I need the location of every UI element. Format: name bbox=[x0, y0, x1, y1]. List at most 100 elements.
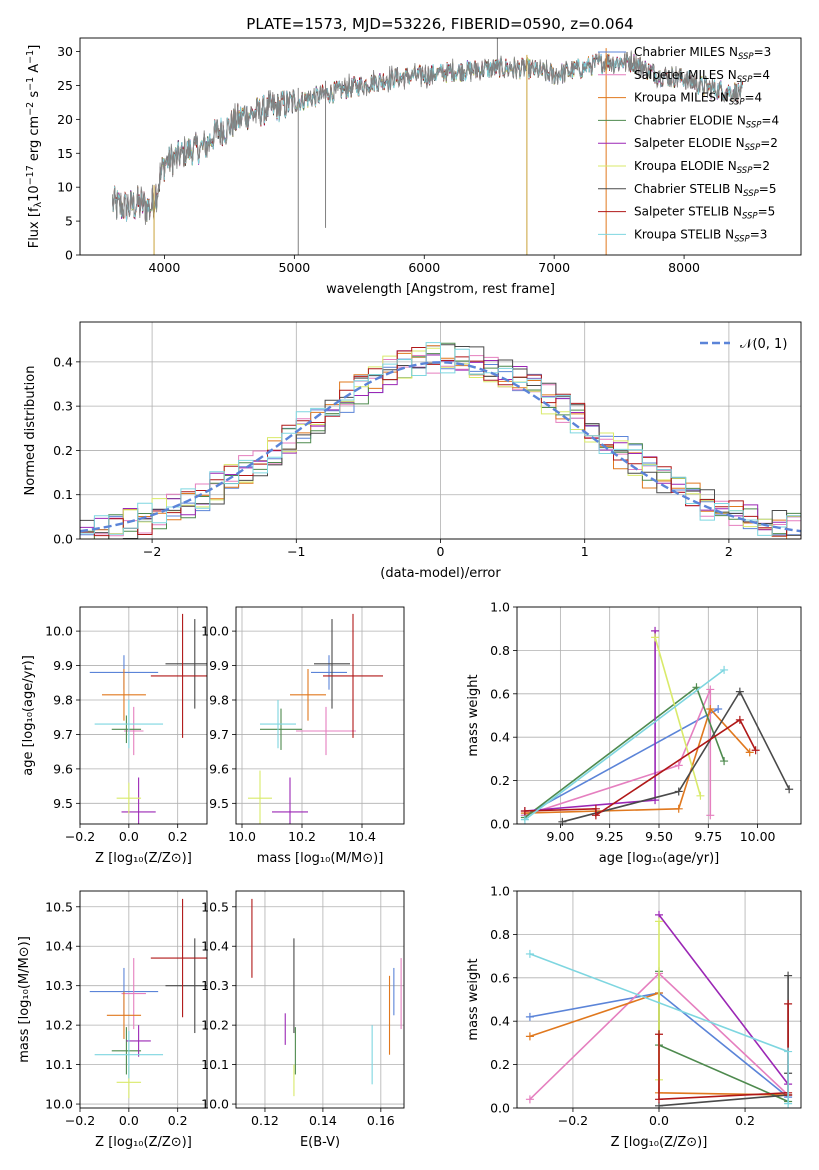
axes-frame bbox=[79, 321, 802, 540]
x-tick-label: 9.00 bbox=[546, 829, 574, 844]
weight-marker bbox=[520, 806, 529, 815]
x-tick-label: 2 bbox=[725, 544, 733, 559]
legend-n-value: 2 bbox=[762, 159, 770, 173]
axes-residuals: −2 −1 0 1 2 0.0 0.1 0.2 0.3 0.4 (data-model)/error… bbox=[23, 322, 802, 581]
legend-n-value: 4 bbox=[771, 113, 779, 127]
axes-weight-vs-z: −0.2 0.0 0.2 0.0 0.2 0.4 0.6 0.8 1.0 Z [log₁₀(Z/Z… bbox=[466, 884, 801, 1150]
errorbar-point bbox=[101, 669, 146, 721]
legend-label: Kroupa ELODIE NSSP=2 bbox=[634, 159, 770, 176]
errorbar-point bbox=[116, 782, 142, 814]
y-axis-label: age [log₁₀(age/yr)] bbox=[21, 655, 36, 776]
x-axis-label: Z [log₁₀(Z/Z⊙)] bbox=[611, 1135, 708, 1150]
legend-n-sub: SSP bbox=[734, 234, 750, 244]
weight-marker bbox=[745, 748, 754, 757]
y-tick-label: 0.2 bbox=[490, 773, 510, 788]
errorbar-point bbox=[272, 777, 308, 824]
legend-name: Salpeter MILES bbox=[634, 68, 724, 82]
legend-n-sub: SSP bbox=[742, 212, 758, 222]
legend-eq: = bbox=[750, 227, 760, 241]
x-axis-label: (data-model)/error bbox=[380, 566, 501, 581]
x-tick-label: 0 bbox=[437, 544, 445, 559]
errorbar-point bbox=[260, 708, 302, 750]
x-tick-label: 0.2 bbox=[168, 1113, 188, 1128]
weight-marker bbox=[784, 1047, 793, 1056]
legend-label: 𝒩(0, 1) bbox=[740, 337, 787, 352]
x-tick-label: −0.2 bbox=[65, 829, 95, 844]
residual-histogram bbox=[80, 347, 801, 539]
x-tick-label: −0.2 bbox=[65, 1113, 95, 1128]
legend-name: Kroupa MILES bbox=[634, 91, 716, 105]
legend-name: Chabrier MILES bbox=[634, 45, 725, 59]
y-tick-label: 10.2 bbox=[201, 1018, 229, 1033]
weight-marker bbox=[651, 633, 660, 642]
legend-eq: = bbox=[760, 136, 770, 150]
x-axis-label: Z [log₁₀(Z/Z⊙)] bbox=[95, 1135, 192, 1150]
legend-n-sub: SSP bbox=[737, 75, 753, 85]
weight-series-line bbox=[658, 914, 789, 1085]
legend-n-value: 5 bbox=[769, 182, 777, 196]
legend-label: Salpeter MILES NSSP=4 bbox=[634, 68, 770, 85]
weight-marker bbox=[674, 787, 683, 796]
errorbar-point bbox=[150, 613, 207, 738]
x-tick-label: 0.12 bbox=[251, 1113, 279, 1128]
y-axis-label-part: −17 bbox=[25, 165, 36, 185]
y-tick-label: 10.5 bbox=[201, 899, 229, 914]
x-axis-label: age [log₁₀(age/yr)] bbox=[599, 851, 720, 866]
weight-marker bbox=[525, 1095, 534, 1104]
observed-spectrum-line bbox=[112, 50, 743, 225]
errorbar-point bbox=[121, 958, 146, 1030]
y-tick-label: 10.0 bbox=[45, 624, 73, 639]
y-tick-label: 9.8 bbox=[209, 693, 229, 708]
legend-label: Salpeter ELODIE NSSP=2 bbox=[634, 136, 778, 153]
weight-series-line bbox=[658, 975, 789, 1107]
y-tick-label: 0.0 bbox=[490, 817, 510, 832]
axes-frame bbox=[79, 606, 208, 825]
errorbar-point bbox=[290, 669, 326, 721]
weight-marker bbox=[706, 685, 715, 694]
weight-marker bbox=[720, 757, 729, 766]
y-tick-label: 30 bbox=[57, 44, 73, 59]
legend-eq: = bbox=[752, 159, 762, 173]
y-tick-label: 10.4 bbox=[201, 939, 229, 954]
y-tick-label: 9.6 bbox=[53, 761, 73, 776]
legend-n-sub: SSP bbox=[738, 52, 754, 62]
weight-marker bbox=[735, 687, 744, 696]
weight-series-line bbox=[524, 630, 656, 812]
x-axis-label: mass [log₁₀(M/M⊙)] bbox=[257, 851, 384, 866]
weight-marker bbox=[784, 971, 793, 980]
weight-marker bbox=[735, 715, 744, 724]
weight-marker bbox=[785, 785, 794, 794]
legend-name: Salpeter ELODIE bbox=[634, 136, 732, 150]
errorbar-point bbox=[248, 770, 272, 824]
y-tick-label: 0.8 bbox=[490, 643, 510, 658]
y-axis-label-part: erg cm bbox=[27, 116, 42, 165]
axes-age-vs-z: −0.2 0.0 0.2 9.5 9.6 9.7 9.8 9.9 10.0 Z [log₁₀(Z/… bbox=[21, 607, 207, 866]
x-tick-label: 10.2 bbox=[288, 829, 316, 844]
legend-n-label: N bbox=[716, 91, 729, 105]
legend-n-label: N bbox=[724, 159, 737, 173]
legend-n-label: N bbox=[732, 136, 745, 150]
legend-normal: 𝒩(0, 1) bbox=[700, 337, 787, 352]
legend-n-label: N bbox=[721, 227, 734, 241]
x-tick-label: 9.50 bbox=[645, 829, 673, 844]
y-axis-label-part: −1 bbox=[25, 50, 36, 64]
legend-eq: = bbox=[759, 182, 769, 196]
axes-mass-vs-ebv: 0.12 0.14 0.16 10.0 10.1 10.2 10.3 10.4 10.5 E(B-… bbox=[201, 891, 404, 1150]
y-tick-label: 10.0 bbox=[45, 1097, 73, 1112]
x-tick-label: 8000 bbox=[668, 260, 700, 275]
legend-label: Chabrier STELIB NSSP=5 bbox=[634, 182, 776, 199]
legend-n-label: N bbox=[730, 182, 743, 196]
axes-frame bbox=[516, 606, 802, 825]
legend-label: Kroupa STELIB NSSP=3 bbox=[634, 227, 767, 244]
legend-n-value: 3 bbox=[764, 45, 772, 59]
x-tick-label: 0.16 bbox=[367, 1113, 395, 1128]
y-axis-label: mass [log₁₀(M/M⊙)] bbox=[17, 936, 32, 1063]
y-tick-label: 1.0 bbox=[490, 600, 510, 615]
errorbar-point bbox=[314, 619, 350, 709]
y-tick-label: 0.4 bbox=[490, 730, 510, 745]
weight-series-line bbox=[524, 708, 719, 817]
legend-n-value: 5 bbox=[768, 205, 776, 219]
y-axis-label-part: A bbox=[27, 64, 42, 77]
y-tick-label: 0.4 bbox=[490, 1014, 510, 1029]
